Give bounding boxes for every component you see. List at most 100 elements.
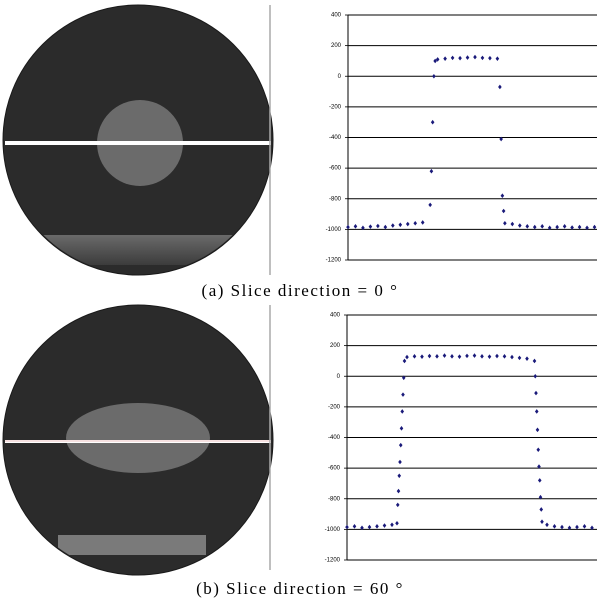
point	[384, 225, 388, 230]
ct-image-a	[3, 5, 273, 275]
figure: -1200 -1000 -800 -600 -400 -200 0 200 400 (a) Sli…	[0, 0, 598, 605]
point	[400, 409, 404, 414]
point	[403, 359, 407, 364]
point	[488, 354, 492, 359]
point	[533, 374, 537, 379]
point	[473, 55, 477, 60]
y-tick-label: 400	[331, 13, 342, 19]
caption: (a) Slice direction = 0 °	[202, 281, 399, 300]
point	[353, 524, 357, 529]
point	[545, 522, 549, 527]
point	[383, 523, 387, 528]
point	[473, 353, 477, 358]
point	[503, 354, 507, 359]
point	[540, 519, 544, 524]
point	[535, 409, 539, 414]
y-tick-label: 200	[331, 43, 342, 49]
point	[466, 55, 470, 60]
point	[399, 443, 403, 448]
point	[511, 222, 515, 227]
point	[428, 354, 432, 359]
y-tick-label: -800	[329, 196, 342, 202]
y-tick-label: -200	[328, 404, 341, 410]
point	[405, 355, 409, 360]
y-tick-label: -1200	[326, 258, 342, 264]
point	[496, 56, 500, 61]
point	[525, 224, 529, 229]
point	[406, 222, 410, 227]
point	[536, 428, 540, 433]
point	[345, 525, 349, 530]
point	[375, 524, 379, 529]
point	[540, 224, 544, 229]
y-tick-label: -200	[329, 104, 342, 110]
caption: (b) Slice direction = 60 °	[196, 579, 404, 598]
y-tick-label: -1000	[325, 527, 341, 533]
point	[458, 56, 462, 61]
y-tick-label: 200	[330, 343, 341, 349]
point	[432, 74, 436, 79]
point	[495, 354, 499, 359]
point	[368, 525, 372, 530]
point	[431, 120, 435, 125]
point	[539, 507, 543, 512]
point	[480, 354, 484, 359]
point	[465, 354, 469, 359]
point	[525, 356, 529, 361]
y-tick-label: -600	[328, 466, 341, 472]
point	[376, 224, 380, 229]
point	[555, 225, 559, 230]
point	[560, 525, 564, 530]
point	[354, 224, 358, 229]
point	[488, 56, 492, 61]
point	[578, 225, 582, 230]
point	[510, 355, 514, 360]
point	[395, 521, 399, 526]
point	[401, 392, 405, 397]
y-tick-label: 0	[338, 74, 342, 80]
point	[451, 56, 455, 61]
point	[518, 223, 522, 228]
point	[538, 478, 542, 483]
point	[397, 489, 401, 494]
point	[536, 447, 540, 452]
point	[553, 524, 557, 529]
ct-image-b	[3, 305, 273, 575]
point	[503, 221, 507, 226]
point	[397, 473, 401, 478]
point	[421, 220, 425, 225]
y-tick-label: -400	[329, 135, 342, 141]
y-tick-label: -600	[329, 166, 342, 172]
point	[420, 354, 424, 359]
point	[390, 522, 394, 527]
point	[391, 223, 395, 228]
point	[398, 460, 402, 465]
point	[583, 524, 587, 529]
point	[435, 354, 439, 359]
point	[563, 224, 567, 229]
point	[575, 525, 579, 530]
point	[400, 426, 404, 431]
y-tick-label: 400	[330, 313, 341, 319]
y-tick-label: -1200	[325, 558, 341, 564]
point	[498, 85, 502, 90]
point	[458, 354, 462, 359]
y-tick-label: -1000	[326, 227, 342, 233]
point	[346, 225, 350, 230]
y-tick-label: 0	[337, 374, 341, 380]
point	[430, 169, 434, 174]
point	[413, 221, 417, 226]
point	[481, 56, 485, 61]
point	[443, 56, 447, 61]
point	[413, 354, 417, 359]
point	[398, 222, 402, 227]
point	[533, 225, 537, 230]
point	[533, 359, 537, 364]
point	[534, 391, 538, 396]
point	[450, 354, 454, 359]
point	[428, 203, 432, 208]
point	[518, 356, 522, 361]
point	[443, 353, 447, 358]
y-tick-label: -400	[328, 435, 341, 441]
point	[502, 209, 506, 214]
